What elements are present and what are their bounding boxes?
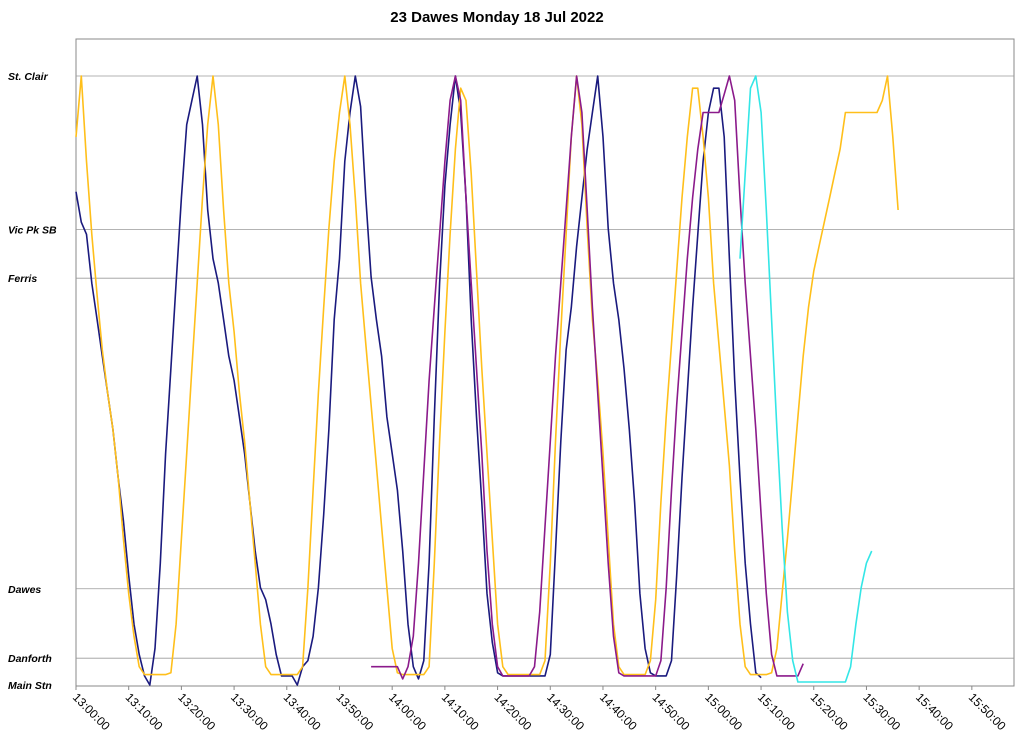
- gridlines: [76, 75, 1014, 659]
- y-label-danforth: Danforth: [8, 653, 52, 665]
- y-label-ferris: Ferris: [8, 273, 37, 285]
- x-tick-label: 14:10:00: [439, 690, 482, 733]
- series-group: [75, 75, 899, 686]
- series-line-3: [371, 75, 804, 680]
- series-line-2: [75, 75, 899, 676]
- y-label-dawes: Dawes: [8, 584, 41, 596]
- x-tick-label: 15:40:00: [913, 690, 956, 733]
- x-tick-label: 15:20:00: [808, 690, 851, 733]
- x-tick-label: 13:40:00: [281, 690, 324, 733]
- series-line-1: [75, 75, 762, 686]
- x-tick-label: 15:30:00: [860, 690, 903, 733]
- x-tick-label: 13:50:00: [333, 690, 376, 733]
- series-line-4: [739, 75, 873, 683]
- x-axis-labels: 13:00:00 13:10:00 13:20:00 13:30:00 13:40:00…: [70, 686, 1009, 733]
- chart-title: 23 Dawes Monday 18 Jul 2022: [390, 9, 603, 26]
- x-tick-label: 15:00:00: [702, 690, 745, 733]
- x-tick-label: 13:20:00: [175, 690, 218, 733]
- plot-area: [75, 38, 1015, 687]
- x-tick-label: 14:00:00: [386, 690, 429, 733]
- y-label-vic-pk-sb: Vic Pk SB: [8, 224, 57, 236]
- x-tick-label: 14:20:00: [491, 690, 534, 733]
- y-label-st-clair: St. Clair: [8, 71, 49, 83]
- x-tick-label: 13:30:00: [228, 690, 271, 733]
- x-tick-label: 14:40:00: [597, 690, 640, 733]
- y-label-main-stn: Main Stn: [8, 680, 52, 692]
- x-tick-label: 15:10:00: [755, 690, 798, 733]
- x-tick-label: 15:50:00: [966, 690, 1009, 733]
- y-axis-labels: St. Clair Vic Pk SB Ferris Dawes Danforth Mai…: [8, 71, 57, 692]
- x-tick-label: 14:30:00: [544, 690, 587, 733]
- x-tick-label: 13:10:00: [123, 690, 166, 733]
- x-tick-label: 13:00:00: [70, 690, 113, 733]
- x-tick-label: 14:50:00: [650, 690, 693, 733]
